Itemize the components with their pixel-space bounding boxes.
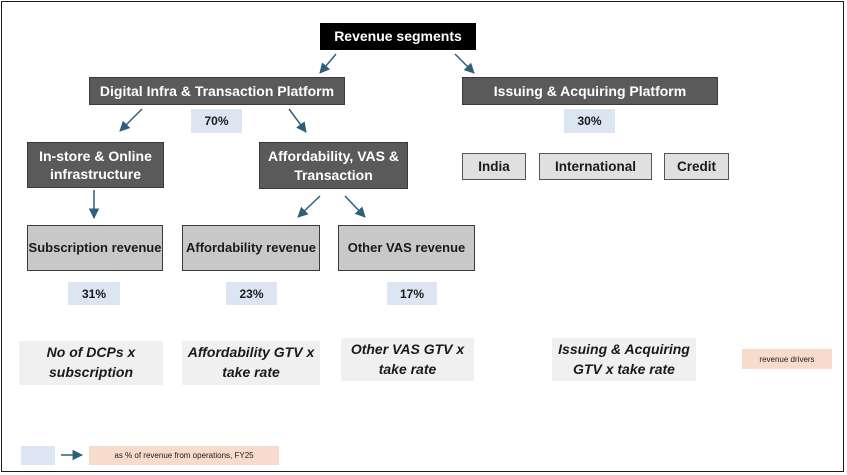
issuing-child-credit: Credit [664, 153, 729, 180]
issuing-acquiring-driver: Issuing & Acquiring GTV x take rate [552, 338, 696, 381]
legend-percent-swatch [21, 446, 55, 465]
revenue-drivers-tag: revenue drivers [742, 349, 832, 369]
arrow-vas-to-affordability [297, 195, 321, 218]
other-vas-revenue-driver: Other VAS GTV x take rate [341, 338, 474, 381]
instore-online-node: In-store & Online infrastructure [27, 142, 164, 188]
issuing-child-international: International [539, 153, 652, 180]
subscription-revenue-node: Subscription revenue [27, 225, 163, 271]
root-node: Revenue segments [320, 23, 476, 50]
affordability-vas-node: Affordability, VAS & Transaction [259, 142, 408, 189]
arrow-digital-to-affordability-vas [288, 108, 307, 133]
affordability-revenue-share: 23% [226, 282, 277, 305]
subscription-revenue-share: 31% [68, 282, 120, 305]
other-vas-revenue-node: Other VAS revenue [338, 225, 475, 271]
arrow-vas-to-other-vas [344, 195, 366, 218]
arrow-root-to-digital [319, 53, 337, 74]
arrow-digital-to-instore [119, 108, 143, 132]
subscription-revenue-driver: No of DCPs x subscription [19, 341, 163, 385]
affordability-revenue-driver: Affordability GTV x take rate [182, 341, 320, 385]
other-vas-revenue-share: 17% [387, 282, 437, 305]
issuing-child-india: India [462, 153, 526, 180]
digital-platform-share: 70% [191, 109, 242, 133]
digital-platform-node: Digital Infra & Transaction Platform [89, 77, 345, 105]
arrow-root-to-issuing [454, 53, 475, 74]
issuing-platform-share: 30% [564, 109, 615, 133]
legend-text: as % of revenue from operations, FY25 [89, 446, 279, 465]
affordability-revenue-node: Affordability revenue [182, 225, 320, 271]
issuing-platform-node: Issuing & Acquiring Platform [462, 77, 718, 105]
